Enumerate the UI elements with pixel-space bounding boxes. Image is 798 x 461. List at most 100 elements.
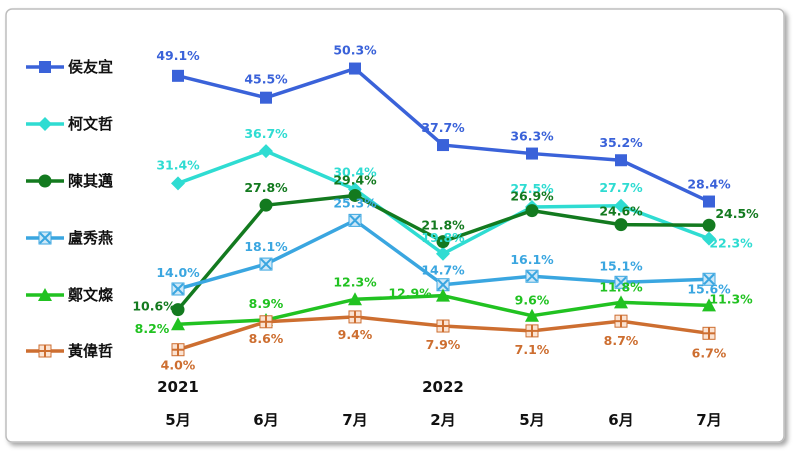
legend-marker-2 (38, 117, 52, 131)
data-point-5-4 (436, 288, 450, 302)
data-label-1-7: 28.4% (687, 177, 731, 192)
data-point-6-2 (259, 315, 273, 329)
legend-label-3: 陳其邁 (68, 172, 113, 190)
data-point-1-5 (526, 147, 538, 160)
data-point-3-3 (348, 188, 362, 202)
data-label-2-2: 36.7% (244, 126, 288, 141)
data-label-2-1: 31.4% (156, 157, 200, 172)
data-point-5-3 (348, 292, 362, 306)
data-point-1-3 (349, 62, 361, 75)
data-label-1-2: 45.5% (244, 72, 288, 87)
data-point-1-1 (172, 69, 184, 82)
year-label-1: 2021 (157, 378, 199, 396)
data-point-5-1 (171, 317, 185, 331)
data-label-1-5: 36.3% (510, 129, 554, 144)
data-label-2-3: 30.4% (333, 164, 377, 179)
data-label-6-6: 8.7% (604, 333, 639, 348)
data-point-3-5 (525, 204, 539, 218)
data-point-1-4 (437, 139, 449, 152)
data-point-2-4 (436, 246, 450, 261)
data-point-4-6 (614, 275, 628, 289)
data-point-3-4 (436, 235, 450, 249)
x-tick-label-7: 7月 (696, 411, 721, 429)
data-point-6-4 (436, 319, 450, 333)
data-label-4-1: 14.0% (156, 265, 200, 280)
data-label-4-3: 25.3% (333, 195, 377, 210)
data-point-6-6 (614, 314, 628, 328)
legend-label-5: 鄭文燦 (68, 286, 114, 304)
data-point-5-6 (614, 295, 628, 309)
series-layer (171, 62, 716, 357)
data-label-5-2: 8.9% (249, 296, 284, 311)
x-tick-label-5: 5月 (519, 411, 544, 429)
data-label-5-6: 11.8% (599, 279, 643, 294)
year-label-2: 2022 (422, 378, 464, 396)
x-tick-label-2: 6月 (253, 411, 278, 429)
data-point-4-2 (259, 257, 273, 271)
data-label-3-1: 10.6% (132, 299, 176, 314)
data-point-4-3 (348, 213, 362, 227)
chart-border (5, 8, 785, 443)
data-point-4-4 (436, 278, 450, 292)
legend-item-2: 柯文哲 (26, 115, 113, 133)
data-label-4-2: 18.1% (244, 239, 288, 254)
legend-marker-4 (38, 231, 52, 245)
data-point-3-2 (259, 198, 273, 212)
data-point-6-7 (702, 326, 716, 340)
value-labels: 49.1% 45.5% 50.3% 37.7% 36.3% 35.2% 28.4% 31.4%… (132, 43, 759, 373)
data-label-1-6: 35.2% (599, 135, 643, 150)
data-point-6-1 (171, 343, 185, 357)
data-point-2-6 (614, 198, 628, 213)
data-point-3-6 (614, 218, 628, 232)
x-tick-label-3: 7月 (342, 411, 367, 429)
legend-marker-3 (38, 174, 52, 188)
data-label-6-2: 8.6% (249, 331, 284, 346)
data-label-4-6: 15.1% (599, 258, 643, 273)
data-point-3-1 (171, 303, 185, 317)
data-label-4-7: 15.6% (687, 281, 731, 296)
legend-item-5: 鄭文燦 (26, 286, 114, 304)
data-label-3-6: 24.6% (599, 204, 643, 219)
data-label-6-7: 6.7% (692, 345, 727, 360)
data-label-3-3: 29.4% (333, 172, 377, 187)
data-point-6-3 (348, 310, 362, 324)
data-label-4-5: 16.1% (510, 252, 554, 267)
data-point-3-7 (702, 218, 716, 232)
data-point-4-7 (702, 272, 716, 286)
legend-label-6: 黃偉哲 (68, 342, 113, 360)
data-label-2-4: 19.8% (421, 230, 465, 245)
legend-item-4: 盧秀燕 (26, 229, 113, 247)
legend-marker-1 (39, 61, 51, 73)
x-tick-label-6: 6月 (608, 411, 633, 429)
data-label-5-7: 11.3% (709, 291, 753, 306)
legend-marker-5 (38, 288, 52, 301)
legend-item-6: 黃偉哲 (26, 342, 113, 360)
data-point-5-5 (525, 308, 539, 322)
data-point-1-2 (260, 91, 272, 104)
data-label-6-1: 4.0% (161, 358, 196, 373)
data-point-2-7 (702, 231, 716, 246)
legend-marker-6 (38, 344, 52, 358)
legend-label-2: 柯文哲 (68, 115, 113, 133)
legend-label-4: 盧秀燕 (68, 229, 113, 247)
data-label-5-3: 12.3% (333, 274, 377, 289)
legend-item-3: 陳其邁 (26, 172, 113, 190)
data-label-4-4: 14.7% (421, 263, 465, 278)
data-label-5-5: 9.6% (515, 293, 550, 308)
data-label-2-6: 27.7% (599, 180, 643, 195)
data-point-6-5 (525, 324, 539, 338)
data-point-1-6 (615, 154, 627, 167)
data-label-5-4: 12.9% (388, 286, 432, 301)
data-label-5-1: 8.2% (135, 321, 170, 336)
data-label-6-5: 7.1% (515, 342, 550, 357)
data-label-1-4: 37.7% (421, 120, 465, 135)
legend-item-1: 侯友宜 (26, 58, 113, 76)
data-label-2-7: 22.3% (709, 236, 753, 251)
data-point-4-5 (525, 269, 539, 283)
data-label-2-5: 27.5% (510, 181, 554, 196)
data-label-6-4: 7.9% (426, 337, 461, 352)
data-label-3-7: 24.5% (715, 206, 759, 221)
